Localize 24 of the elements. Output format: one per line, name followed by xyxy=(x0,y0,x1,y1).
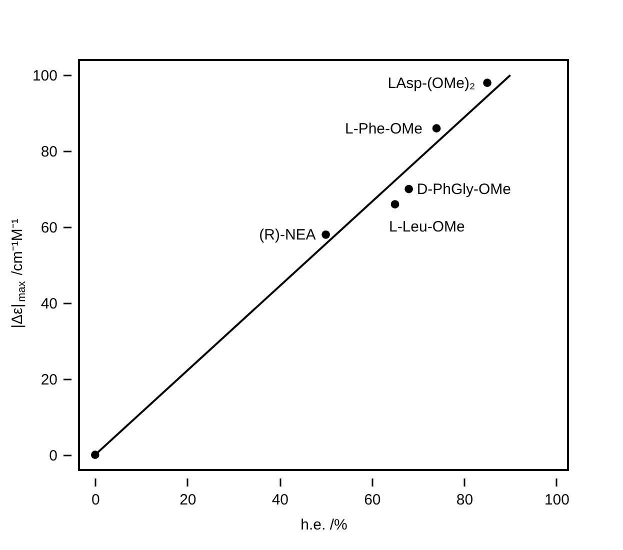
annotation: L-Leu-OMe xyxy=(389,218,465,236)
y-tick-label: 60 xyxy=(40,220,58,237)
x-axis-title: h.e. /% xyxy=(300,516,348,534)
x-tick-label: 100 xyxy=(544,492,570,508)
annotation: (R)-NEA xyxy=(259,226,316,244)
y-tick-label: 100 xyxy=(32,68,58,85)
y-tick-label: 80 xyxy=(40,144,58,161)
point xyxy=(432,124,441,133)
x-tick-label: 20 xyxy=(180,492,196,508)
point xyxy=(483,78,492,87)
annotation: D-PhGly-OMe xyxy=(416,181,512,198)
point xyxy=(404,184,414,194)
y-tick-label: 0 xyxy=(49,447,58,464)
point xyxy=(390,200,400,208)
x-tick-label: 60 xyxy=(364,492,381,508)
y-tick-label: 40 xyxy=(40,295,58,312)
y-axis-title: |Δε|max /cm⁻¹M⁻¹ xyxy=(9,218,28,328)
x-tick-label: 80 xyxy=(456,492,474,508)
x-tick-label: 40 xyxy=(272,492,289,508)
point xyxy=(322,230,330,239)
x-tick-label: 0 xyxy=(91,492,100,508)
annotation: LAsp-(OMe)₂ xyxy=(388,74,476,92)
annotation: L-Phe-OMe xyxy=(344,120,423,138)
y-tick-label: 20 xyxy=(40,371,58,388)
